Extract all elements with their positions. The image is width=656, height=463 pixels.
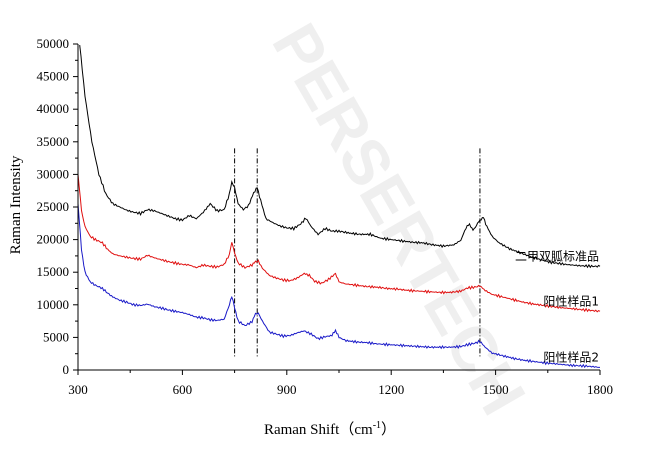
- y-tick-label: 45000: [37, 69, 70, 84]
- y-tick-label: 15000: [37, 264, 70, 279]
- series-name-label: 二甲双胍标准品: [515, 248, 599, 263]
- series-name-label: 阳性样品1: [543, 293, 599, 308]
- y-tick-label: 0: [63, 362, 70, 377]
- x-axis-title-main: Raman Shift（cm: [264, 421, 373, 438]
- watermark-text: PERSERTECH: [259, 12, 540, 427]
- x-tick-label: 1200: [378, 382, 404, 397]
- x-tick-label: 1500: [483, 382, 509, 397]
- watermark-layer: PERSERTECH: [259, 12, 540, 427]
- series-line: [77, 203, 600, 369]
- y-tick-label: 35000: [37, 134, 70, 149]
- y-tick-label: 40000: [37, 101, 70, 116]
- y-tick-label: 5000: [43, 329, 69, 344]
- y-tick-label: 10000: [37, 297, 70, 312]
- x-tick-label: 300: [68, 382, 88, 397]
- series-name-label: 阳性样品2: [543, 349, 599, 364]
- y-tick-label: 30000: [37, 166, 70, 181]
- y-axis-title: Raman Intensity: [8, 155, 24, 254]
- y-tick-label: 50000: [37, 36, 70, 51]
- x-axis-title-superscript: -1: [373, 420, 381, 431]
- x-axis-title-tail: ）: [381, 421, 396, 438]
- x-tick-label: 1800: [587, 382, 613, 397]
- series-lines: [77, 45, 601, 369]
- x-tick-label: 900: [277, 382, 297, 397]
- y-tick-label: 25000: [37, 199, 70, 214]
- y-tick-label: 20000: [37, 232, 70, 247]
- x-axis-title: Raman Shift（cm-1）: [264, 420, 396, 438]
- series-line: [79, 45, 601, 269]
- axis-ticks: 300 600 900 1200 1500 1800 0 5000 10000 15000 2000…: [37, 36, 614, 397]
- x-tick-label: 600: [173, 382, 193, 397]
- series-line: [77, 174, 601, 313]
